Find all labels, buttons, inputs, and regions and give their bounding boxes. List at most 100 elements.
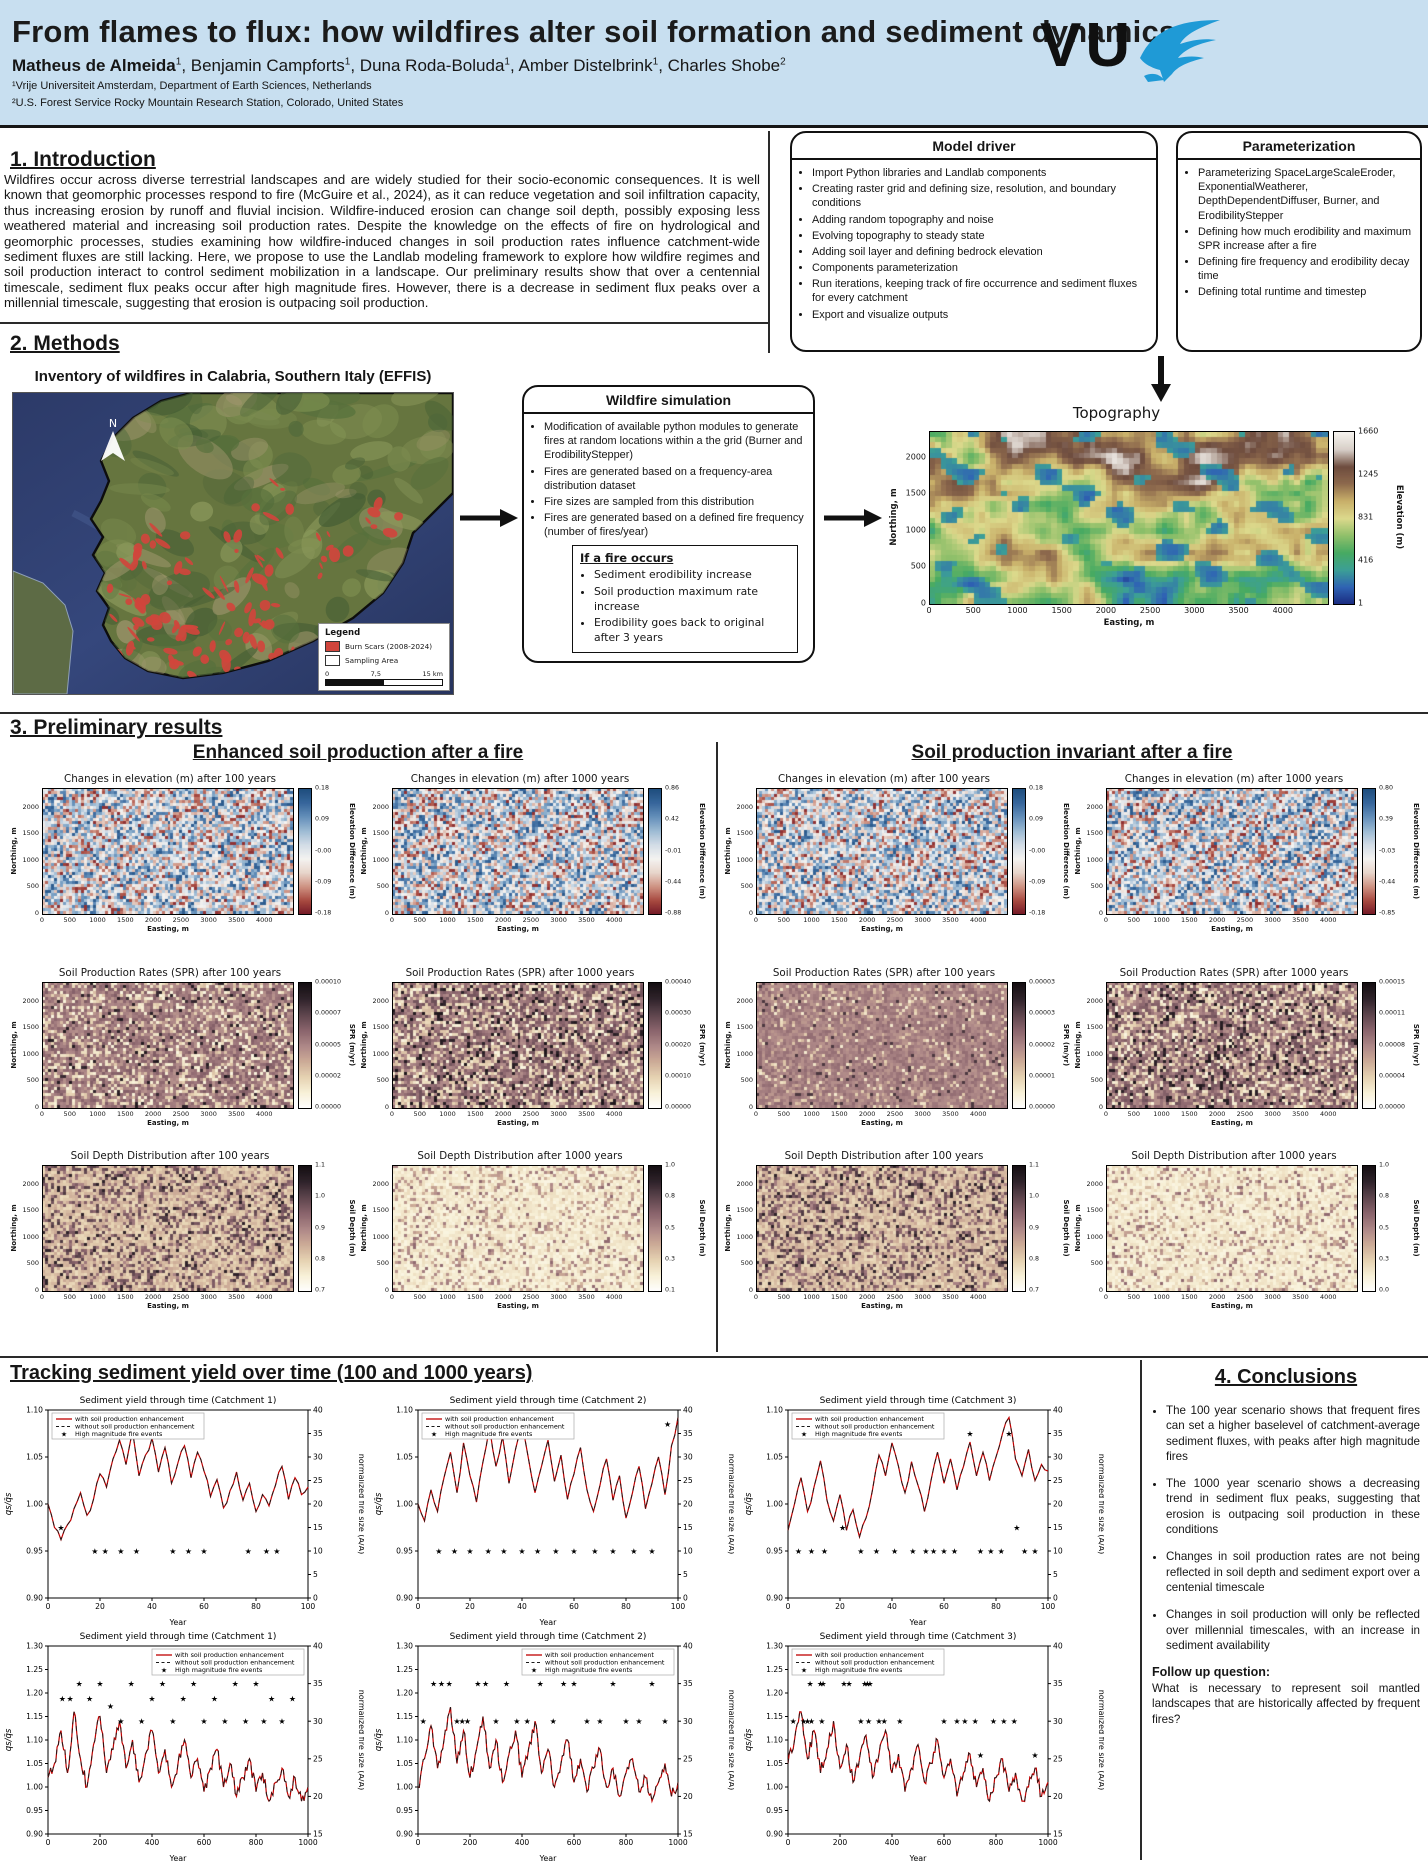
svg-text:without soil production enhanc: without soil production enhancement	[545, 1659, 665, 1667]
fire-event-star: ★	[57, 1523, 64, 1532]
colorbar-label: Elevation Difference (m)	[698, 802, 706, 899]
svg-text:1.30: 1.30	[26, 1642, 43, 1651]
svg-text:1.10: 1.10	[26, 1406, 43, 1415]
svg-text:600: 600	[937, 1838, 952, 1847]
chart-ylabel-right: normalized fire size (A/Ā)	[1097, 1690, 1104, 1791]
author: Charles Shobe	[667, 56, 781, 75]
svg-text:1.20: 1.20	[766, 1689, 783, 1698]
sediment-chart-1000yr-catchment3: Sediment yield through time (Catchment 3…	[742, 1628, 1107, 1864]
panel-ylabel: Northing, m	[1073, 1203, 1082, 1252]
fire-event-star: ★	[930, 1547, 937, 1556]
svg-text:15: 15	[683, 1830, 693, 1839]
wildfire-simulation-box: Wildfire simulation Modification of avai…	[522, 385, 815, 663]
svg-text:5: 5	[1053, 1570, 1058, 1579]
bullet-item: Creating raster grid and defining size, …	[812, 182, 1152, 210]
chart-title: Sediment yield through time (Catchment 2…	[450, 1632, 647, 1642]
svg-text:35: 35	[1053, 1679, 1063, 1688]
panel-ylabel: Northing, m	[359, 1020, 368, 1069]
svg-text:20: 20	[835, 1602, 845, 1611]
fire-event-star: ★	[500, 1547, 507, 1556]
scale-mid: 7,5	[370, 670, 382, 678]
svg-text:High magnitude fire events: High magnitude fire events	[75, 1430, 163, 1438]
svg-text:without soil production enhanc: without soil production enhancement	[175, 1659, 295, 1667]
svg-text:35: 35	[1053, 1429, 1063, 1438]
svg-text:1.05: 1.05	[766, 1453, 783, 1462]
svg-text:20: 20	[1053, 1500, 1063, 1509]
svg-text:1.00: 1.00	[396, 1783, 413, 1792]
svg-text:60: 60	[569, 1602, 579, 1611]
colorbar-canvas	[1012, 982, 1026, 1109]
sediment-chart-1000yr-catchment2: Sediment yield through time (Catchment 2…	[372, 1628, 737, 1864]
map-title: Inventory of wildfires in Calabria, Sout…	[34, 368, 432, 385]
svg-text:25: 25	[683, 1754, 693, 1763]
fire-event-star: ★	[148, 1694, 155, 1703]
svg-text:10: 10	[313, 1547, 323, 1556]
author-line: Matheus de Almeida1, Benjamin Campforts1…	[12, 56, 786, 75]
results-group-enhanced: Enhanced soil production after a fire Ch…	[8, 742, 708, 1342]
divider-intro-methods	[0, 322, 768, 324]
fire-event-star: ★	[583, 1717, 590, 1726]
colorbar-canvas	[1333, 431, 1355, 605]
conclusions-section: 4. Conclusions The 100 year scenario sho…	[1152, 1366, 1420, 1727]
svg-text:25: 25	[1053, 1476, 1063, 1485]
svg-text:0: 0	[313, 1594, 318, 1603]
poster-title: From flames to flux: how wildfires alter…	[12, 14, 1177, 49]
fire-event-star: ★	[268, 1694, 275, 1703]
heatmap-panel: Soil Depth Distribution after 100 years N…	[723, 1150, 1071, 1310]
svg-text:0: 0	[416, 1602, 421, 1611]
vu-griffin-icon	[1140, 20, 1221, 82]
fire-event-star: ★	[648, 1679, 655, 1688]
heatmap-panel: Topography Northing, m 0 500 1000 1500 2000 0 50…	[888, 404, 1405, 628]
svg-text:★: ★	[61, 1431, 67, 1439]
svg-text:40: 40	[313, 1406, 323, 1415]
wildfire-simulation-title: Wildfire simulation	[524, 387, 813, 414]
divider-result-groups	[716, 742, 718, 1352]
chart-legend: with soil production enhancementwithout …	[51, 1412, 205, 1440]
svg-text:1.00: 1.00	[26, 1783, 43, 1792]
heatmap-canvas	[756, 982, 1008, 1109]
heatmap-panel: Changes in elevation (m) after 100 years…	[723, 773, 1071, 933]
scale-0: 0	[325, 670, 330, 678]
legend-swatch	[325, 641, 340, 652]
heatmap-canvas	[392, 1165, 644, 1292]
fire-event-star: ★	[891, 1547, 898, 1556]
svg-text:1.15: 1.15	[396, 1712, 413, 1721]
series-with-enhancement	[47, 1711, 309, 1803]
fire-event-star: ★	[117, 1717, 124, 1726]
svg-text:without soil production enhanc: without soil production enhancement	[815, 1423, 935, 1431]
panel-title: Soil Production Rates (SPR) after 1000 y…	[405, 967, 635, 979]
chart-title: Sediment yield through time (Catchment 1…	[80, 1632, 277, 1642]
svg-text:100: 100	[671, 1602, 686, 1611]
if-fire-occurs-box: If a fire occurs Sediment erodibility in…	[572, 545, 798, 654]
colorbar-label: Elevation Difference (m)	[1412, 802, 1420, 899]
line-chart-svg: Sediment yield through time (Catchment 3…	[744, 1396, 1107, 1627]
fire-event-star: ★	[857, 1717, 864, 1726]
svg-text:400: 400	[885, 1838, 900, 1847]
fire-event-star: ★	[622, 1717, 629, 1726]
svg-text:1.15: 1.15	[26, 1712, 43, 1721]
divider-results-tracking	[0, 1356, 1428, 1358]
fire-event-star: ★	[987, 1547, 994, 1556]
fire-event-star: ★	[630, 1547, 637, 1556]
svg-text:0.95: 0.95	[766, 1806, 783, 1815]
svg-text:200: 200	[833, 1838, 848, 1847]
panel-ylabel: Northing, m	[9, 826, 18, 875]
svg-text:1.05: 1.05	[396, 1453, 413, 1462]
svg-text:0.90: 0.90	[396, 1594, 413, 1603]
svg-text:0: 0	[786, 1838, 791, 1847]
burn-scars	[97, 478, 404, 678]
fire-event-star: ★	[940, 1717, 947, 1726]
chart-title: Sediment yield through time (Catchment 2…	[450, 1396, 647, 1406]
heatmap-canvas	[929, 431, 1329, 605]
legend-swatch	[325, 655, 340, 666]
colorbar-canvas	[1362, 982, 1376, 1109]
svg-text:40: 40	[1053, 1406, 1063, 1415]
heatmap-panel: Soil Production Rates (SPR) after 1000 y…	[359, 967, 707, 1127]
panel-title: Soil Depth Distribution after 100 years	[784, 1150, 984, 1162]
fire-event-star: ★	[896, 1717, 903, 1726]
svg-text:1.25: 1.25	[396, 1665, 413, 1674]
panel-title: Changes in elevation (m) after 100 years	[778, 773, 990, 785]
panel-ylabel: Northing, m	[9, 1203, 18, 1252]
chart-ylabel-right: normalized fire size (A/Ā)	[357, 1690, 364, 1791]
svg-text:100: 100	[1041, 1602, 1056, 1611]
